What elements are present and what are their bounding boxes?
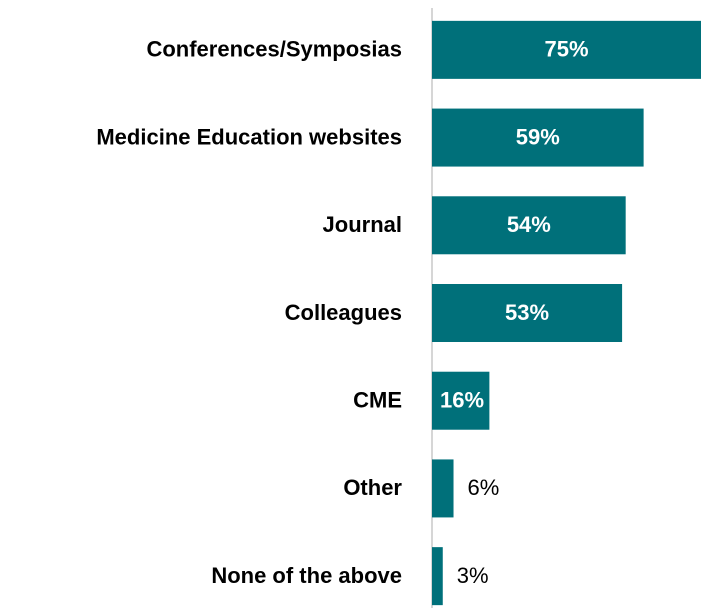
category-label: Medicine Education websites xyxy=(96,124,402,149)
bar xyxy=(432,284,623,342)
bar xyxy=(432,371,490,430)
category-label: None of the above xyxy=(211,563,402,588)
value-label: 6% xyxy=(468,475,500,500)
value-label: 59% xyxy=(516,124,560,149)
value-label: 16% xyxy=(440,388,484,413)
value-label: 54% xyxy=(507,212,551,237)
category-label: Colleagues xyxy=(285,300,402,325)
category-label: CME xyxy=(353,388,402,413)
bar xyxy=(432,459,454,518)
value-label: 3% xyxy=(457,563,489,588)
value-label: 53% xyxy=(505,300,549,325)
category-label: Conferences/Symposias xyxy=(146,37,402,62)
category-label: Journal xyxy=(323,212,402,237)
bar xyxy=(432,196,626,255)
bar xyxy=(432,20,701,79)
category-label: Other xyxy=(343,475,402,500)
bar xyxy=(432,108,644,167)
value-label: 75% xyxy=(544,37,588,62)
bar xyxy=(432,547,443,606)
